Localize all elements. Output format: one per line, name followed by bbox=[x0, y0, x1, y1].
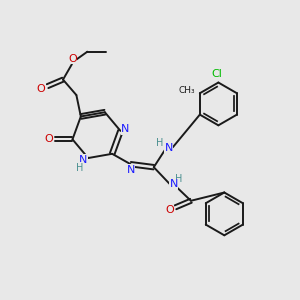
Text: H: H bbox=[176, 174, 183, 184]
Text: O: O bbox=[44, 134, 53, 144]
Text: H: H bbox=[156, 137, 164, 148]
Text: N: N bbox=[122, 124, 130, 134]
Text: N: N bbox=[169, 179, 178, 189]
Text: N: N bbox=[126, 165, 135, 175]
Text: O: O bbox=[165, 205, 174, 215]
Text: N: N bbox=[79, 154, 87, 164]
Text: O: O bbox=[37, 83, 45, 94]
Text: H: H bbox=[76, 163, 83, 172]
Text: Cl: Cl bbox=[212, 69, 222, 79]
Text: CH₃: CH₃ bbox=[178, 86, 195, 95]
Text: O: O bbox=[68, 54, 77, 64]
Text: N: N bbox=[164, 143, 173, 153]
